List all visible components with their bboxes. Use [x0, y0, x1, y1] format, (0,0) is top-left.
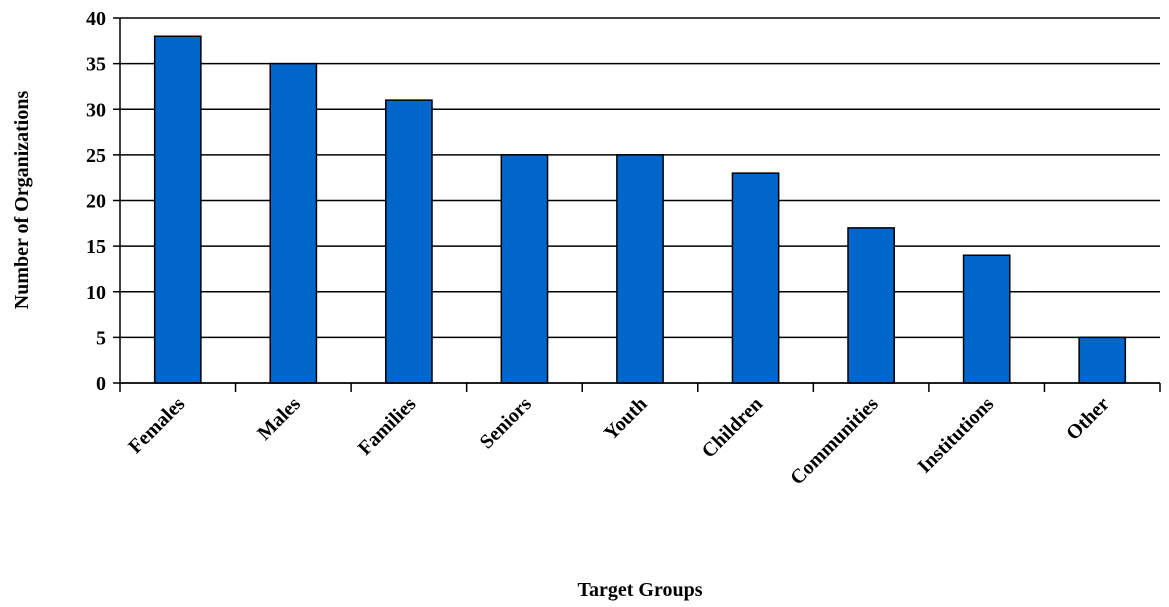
y-tick-label: 25 [86, 145, 106, 167]
bar [1078, 336, 1127, 384]
y-tick-label: 10 [86, 282, 106, 304]
y-tick-label: 35 [86, 54, 106, 76]
bar [500, 154, 549, 384]
y-tick-label: 40 [86, 8, 106, 30]
y-tick-label: 15 [86, 236, 106, 258]
y-tick-label: 30 [86, 99, 106, 121]
y-tick-label: 5 [96, 327, 106, 349]
y-axis-label: Number of Organizations [11, 91, 33, 310]
bar [616, 154, 664, 384]
x-tick-label: Children [698, 393, 768, 463]
y-tick-label: 0 [96, 373, 106, 395]
x-tick-label: Institutions [913, 393, 998, 478]
x-tick-label: Other [1062, 393, 1114, 445]
bar [269, 62, 318, 384]
x-tick-label: Communities [786, 393, 883, 490]
y-tick-label: 20 [86, 191, 106, 213]
bar [153, 35, 202, 384]
x-tick-label: Seniors [476, 393, 536, 453]
bar [962, 254, 1011, 384]
bar [385, 99, 433, 384]
x-tick-label: Youth [600, 393, 652, 445]
x-axis-label: Target Groups [577, 579, 702, 601]
bar [847, 227, 895, 384]
x-tick-label: Families [354, 393, 421, 460]
x-tick-label: Males [253, 393, 305, 445]
x-tick-label: Females [124, 393, 189, 458]
bar [731, 172, 780, 384]
